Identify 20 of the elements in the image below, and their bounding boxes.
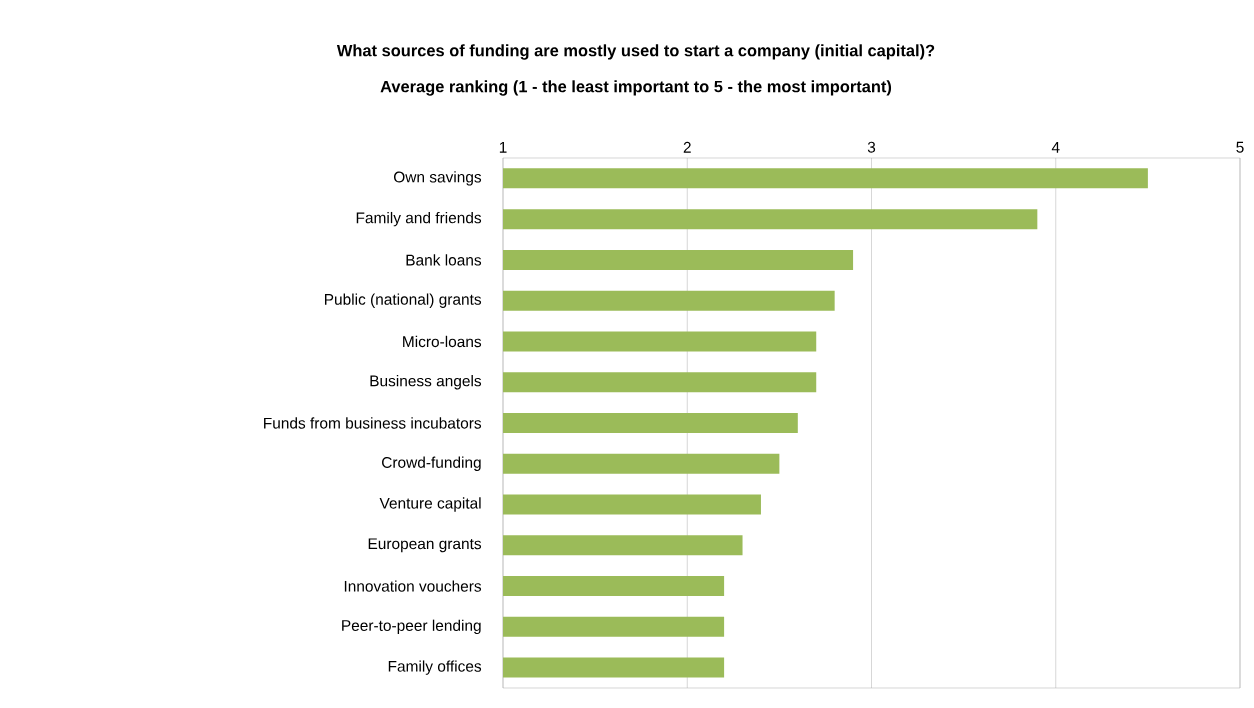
y-tick-label: Public (national) grants (324, 293, 482, 308)
y-tick-label: Peer-to-peer lending (342, 619, 481, 635)
y-tick-label: Own savings (394, 171, 482, 186)
x-tick-label: 4 (1051, 142, 1060, 153)
x-tick-label: 1 (499, 142, 507, 153)
y-tick-label: Crowd-funding (382, 456, 481, 471)
y-tick-label: Family offices (388, 660, 482, 675)
y-tick-label: Business angels (370, 375, 482, 390)
x-tick-label: 2 (683, 141, 691, 153)
y-tick-label: European grants (368, 538, 482, 553)
y-tick-label: Micro-loans (403, 335, 482, 348)
x-tick-label: 5 (1236, 141, 1244, 153)
chart-title: What sources of funding are mostly used to start a company (initial capital)? (336, 44, 935, 60)
y-tick-label: Family and friends (356, 211, 482, 227)
y-tick-label: Funds from business incubators (264, 417, 482, 429)
y-tick-label: Bank loans (406, 254, 482, 266)
y-tick-label: Innovation vouchers (344, 580, 482, 592)
y-tick-label: Venture capital (379, 497, 481, 512)
x-tick-label: 3 (867, 141, 876, 153)
chart-subtitle: Average ranking (1 - the least important to 5 - the most important) (380, 80, 892, 96)
